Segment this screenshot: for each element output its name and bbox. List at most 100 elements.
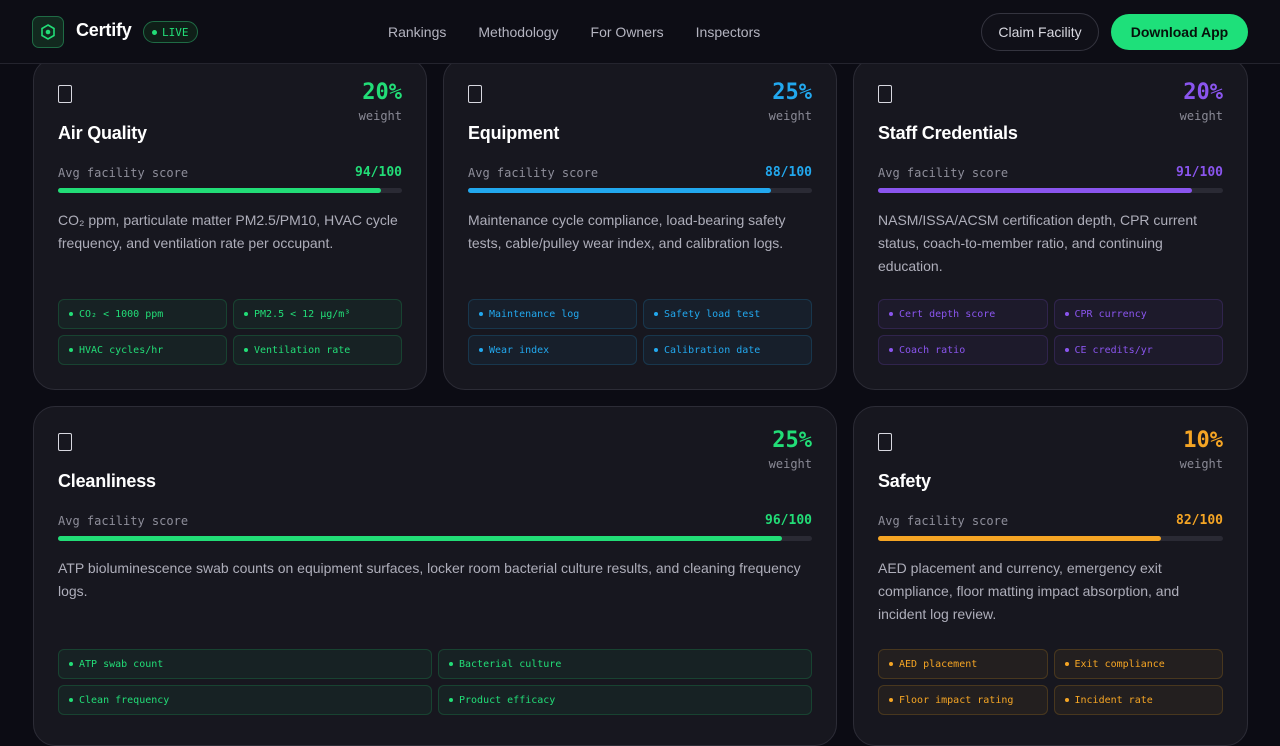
weight-block: 10% weight: [1180, 427, 1223, 471]
weight-percent: 20%: [1183, 80, 1223, 105]
metric-tag-label: CE credits/yr: [1074, 344, 1153, 356]
card-title: Staff Credentials: [878, 123, 1018, 143]
claim-facility-button[interactable]: Claim Facility: [981, 13, 1099, 51]
bullet-icon: [449, 698, 453, 702]
weight-label: weight: [358, 109, 402, 123]
score-value: 88/100: [765, 165, 812, 180]
score-label: Avg facility score: [468, 165, 599, 180]
bullet-icon: [69, 312, 73, 316]
score-progress-bar: [878, 536, 1223, 541]
bullet-icon: [69, 662, 73, 666]
score-progress-bar: [878, 188, 1223, 193]
metric-tag: HVAC cycles/hr: [58, 335, 227, 365]
metric-tag: CPR currency: [1053, 299, 1223, 329]
metric-tag: Product efficacy: [438, 685, 812, 715]
metric-tag-label: Wear index: [489, 344, 550, 356]
card-description: NASM/ISSA/ACSM certification depth, CPR …: [878, 212, 1197, 274]
metric-tag-label: PM2.5 < 12 μg/m³: [254, 308, 351, 320]
weight-percent: 25%: [772, 428, 812, 453]
metric-tag-label: Maintenance log: [489, 308, 580, 320]
score-progress-bar: [58, 188, 402, 193]
category-icon: [878, 85, 892, 103]
score-label: Avg facility score: [878, 513, 1009, 528]
metric-tag: Ventilation rate: [233, 335, 402, 365]
score-row: Avg facility score 88/100: [468, 165, 812, 180]
metric-tag: Clean frequency: [58, 685, 432, 715]
certify-logo[interactable]: [32, 16, 64, 48]
category-icon: [878, 433, 892, 451]
weight-label: weight: [768, 457, 812, 471]
download-app-button[interactable]: Download App: [1111, 14, 1248, 50]
top-nav: Certify LIVE Rankings Methodology For Ow…: [0, 0, 1280, 64]
weight-percent: 10%: [1183, 428, 1223, 453]
bullet-icon: [69, 348, 73, 352]
score-progress-fill: [878, 536, 1161, 541]
category-icon: [58, 85, 72, 103]
nav-link-inspectors[interactable]: Inspectors: [695, 24, 761, 40]
metric-tag: Exit compliance: [1053, 649, 1223, 679]
metric-tag: Floor impact rating: [878, 685, 1048, 715]
bullet-icon: [654, 312, 658, 316]
metric-tag: CE credits/yr: [1053, 335, 1223, 365]
score-progress-fill: [878, 188, 1192, 193]
metric-tag-label: Bacterial culture: [459, 658, 562, 670]
metric-tags: AED placement Exit compliance Floor impa…: [878, 649, 1223, 715]
weight-percent: 20%: [362, 80, 402, 105]
score-row: Avg facility score 96/100: [58, 513, 812, 528]
card-title: Safety: [878, 471, 931, 491]
bullet-icon: [1064, 698, 1069, 702]
card-equipment[interactable]: Equipment 25% weight Avg facility score …: [443, 58, 837, 390]
metric-tag: Bacterial culture: [438, 649, 812, 679]
weight-label: weight: [1179, 109, 1223, 123]
metric-tag: Cert depth score: [878, 299, 1048, 329]
metric-tag-label: ATP swab count: [79, 658, 164, 670]
nav-link-for-owners[interactable]: For Owners: [590, 24, 664, 40]
weight-label: weight: [1179, 457, 1223, 471]
card-staff-credentials[interactable]: Staff Credentials 20% weight Avg facilit…: [853, 58, 1248, 390]
score-value: 96/100: [765, 513, 812, 528]
card-title: Air Quality: [58, 123, 147, 143]
score-progress-bar: [468, 188, 812, 193]
metric-tag-label: AED placement: [899, 658, 978, 670]
score-value: 91/100: [1176, 165, 1223, 180]
card-safety[interactable]: Safety 10% weight Avg facility score 82/…: [853, 406, 1248, 746]
metric-tag: Safety load test: [643, 299, 812, 329]
weight-label: weight: [768, 109, 812, 123]
nav-link-rankings[interactable]: Rankings: [388, 24, 447, 40]
nav-link-methodology[interactable]: Methodology: [478, 24, 559, 40]
score-label: Avg facility score: [58, 513, 189, 528]
metric-tag: Maintenance log: [468, 299, 637, 329]
live-dot-icon: [152, 29, 157, 35]
score-row: Avg facility score 82/100: [878, 513, 1223, 528]
metric-tags: Cert depth score CPR currency Coach rati…: [878, 299, 1223, 365]
metric-tags: Maintenance log Safety load test Wear in…: [468, 299, 812, 365]
bullet-icon: [69, 698, 73, 702]
card-description: AED placement and currency, emergency ex…: [878, 560, 1180, 622]
metric-tag-label: Safety load test: [664, 308, 761, 320]
live-label: LIVE: [162, 25, 189, 39]
live-badge: LIVE: [143, 21, 198, 43]
score-value: 94/100: [355, 165, 402, 180]
brand-name[interactable]: Certify: [76, 20, 132, 40]
metric-tag-label: CO₂ < 1000 ppm: [79, 308, 164, 320]
weight-block: 20% weight: [359, 79, 402, 123]
metric-tag-label: Calibration date: [664, 344, 761, 356]
weight-block: 25% weight: [769, 79, 812, 123]
card-air-quality[interactable]: Air Quality 20% weight Avg facility scor…: [33, 58, 427, 390]
bullet-icon: [1064, 312, 1069, 316]
bullet-icon: [1064, 348, 1069, 352]
card-description: Maintenance cycle compliance, load-beari…: [468, 212, 786, 251]
metric-tag: CO₂ < 1000 ppm: [58, 299, 227, 329]
bullet-icon: [889, 662, 893, 666]
score-progress-fill: [58, 536, 782, 541]
metric-tag: AED placement: [878, 649, 1048, 679]
score-label: Avg facility score: [878, 165, 1009, 180]
metric-tag-label: Clean frequency: [79, 694, 170, 706]
score-progress-fill: [58, 188, 382, 193]
bullet-icon: [244, 312, 248, 316]
hexagon-shield-icon: [41, 24, 55, 40]
card-cleanliness[interactable]: Cleanliness 25% weight Avg facility scor…: [33, 406, 837, 746]
metric-tag-label: Exit compliance: [1074, 658, 1165, 670]
card-title: Cleanliness: [58, 471, 156, 491]
score-row: Avg facility score 91/100: [878, 165, 1223, 180]
